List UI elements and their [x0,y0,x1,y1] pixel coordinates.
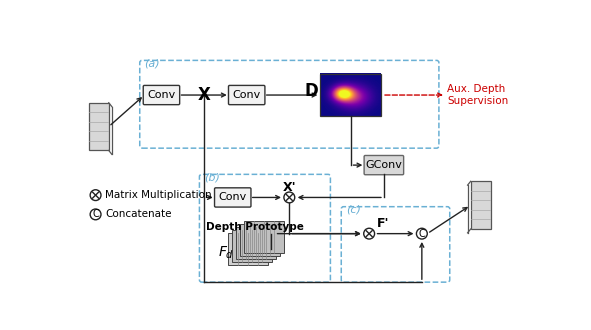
Text: Conv: Conv [233,90,261,100]
FancyBboxPatch shape [236,227,276,259]
Text: GConv: GConv [365,160,402,170]
Text: C: C [92,210,99,219]
FancyBboxPatch shape [240,224,280,256]
FancyBboxPatch shape [470,181,491,229]
Text: Depth Prototype: Depth Prototype [206,222,303,232]
FancyBboxPatch shape [229,85,265,105]
Text: Matrix Multiplication: Matrix Multiplication [105,190,212,200]
Text: D: D [305,82,319,100]
Text: $F_d$: $F_d$ [219,245,235,261]
FancyBboxPatch shape [215,188,251,207]
Text: C: C [418,229,426,239]
Text: Aux. Depth
Supervision: Aux. Depth Supervision [447,84,509,106]
Text: (a): (a) [144,58,160,69]
Text: (b): (b) [204,173,220,182]
Text: Conv: Conv [219,192,247,202]
FancyBboxPatch shape [232,230,272,262]
Text: F': F' [377,217,389,230]
FancyBboxPatch shape [364,155,404,175]
Text: (c): (c) [346,205,361,215]
FancyBboxPatch shape [243,220,284,253]
Text: X: X [197,86,210,104]
FancyBboxPatch shape [143,85,180,105]
FancyBboxPatch shape [228,233,268,265]
FancyBboxPatch shape [89,103,109,150]
Text: X': X' [282,181,296,194]
Text: Concatenate: Concatenate [105,210,171,219]
Text: Conv: Conv [147,90,176,100]
